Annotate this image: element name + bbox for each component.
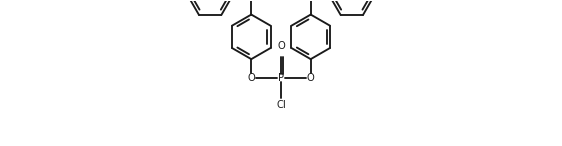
Text: O: O xyxy=(307,73,315,83)
Text: O: O xyxy=(277,41,285,51)
Text: P: P xyxy=(278,73,284,83)
Text: Cl: Cl xyxy=(276,100,286,110)
Text: O: O xyxy=(247,73,255,83)
